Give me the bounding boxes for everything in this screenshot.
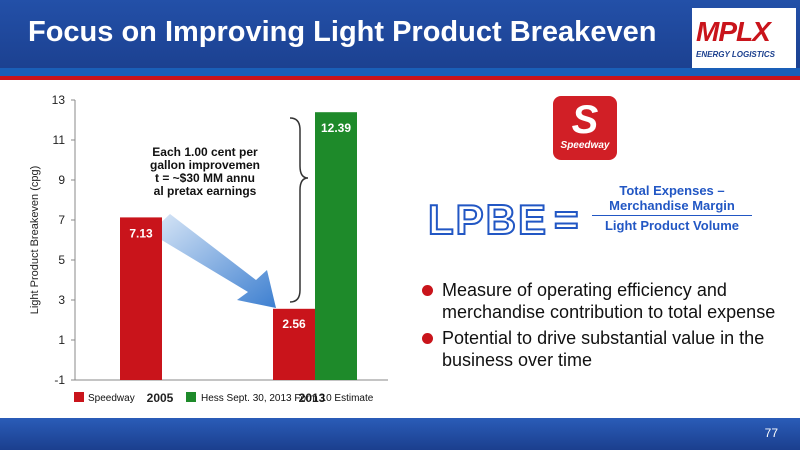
logo-subtext: ENERGY LOGISTICS (696, 50, 775, 59)
header-red-line (0, 76, 800, 80)
bullet-item: Measure of operating efficiency and merc… (422, 279, 782, 323)
y-tick-label: 13 (52, 93, 66, 107)
x-tick-label: 2013 (299, 391, 326, 405)
bar-speedway-2013 (273, 308, 315, 380)
formula-fraction: Total Expenses – Merchandise Margin Ligh… (592, 183, 752, 233)
formula-equals: = (553, 195, 579, 244)
footer-bar: 77 (0, 418, 800, 450)
brace-icon (289, 117, 309, 303)
y-tick-label: 9 (58, 173, 65, 187)
y-axis-label: Light Product Breakeven (cpg) (29, 166, 41, 315)
slide-title: Focus on Improving Light Product Breakev… (28, 16, 657, 48)
data-label: 7.13 (129, 226, 153, 240)
y-tick-label: 1 (58, 333, 65, 347)
logo-text: MPLX (696, 16, 771, 47)
bullet-list: Measure of operating efficiency and merc… (422, 279, 782, 375)
x-tick-label: 2005 (147, 391, 174, 405)
bullet-item: Potential to drive substantial value in … (422, 327, 782, 371)
data-label: 2.56 (282, 317, 306, 331)
bar-speedway-2005 (120, 217, 162, 380)
formula-denominator: Light Product Volume (604, 218, 740, 233)
speedway-logo-letter: S (571, 98, 599, 142)
data-label: 12.39 (321, 121, 351, 135)
speedway-logo: S Speedway (553, 96, 617, 160)
header-bar: Focus on Improving Light Product Breakev… (0, 0, 800, 76)
legend-swatch-speedway (74, 392, 84, 402)
y-tick-label: 11 (53, 133, 66, 147)
legend-label-speedway: Speedway (88, 393, 135, 404)
y-tick-label: -1 (54, 373, 65, 387)
bullet-text: Measure of operating efficiency and merc… (442, 280, 776, 322)
header-stripe (0, 68, 800, 76)
bullet-dot-icon (422, 333, 433, 344)
y-tick-label: 7 (58, 213, 65, 227)
speedway-logo-wordmark: Speedway (560, 140, 610, 151)
page-number: 77 (764, 426, 778, 440)
y-tick-label: 5 (58, 253, 65, 267)
mplx-logo: MPLX ENERGY LOGISTICS (692, 8, 796, 68)
bullet-text: Potential to drive substantial value in … (442, 328, 765, 370)
annotation-text: Each 1.00 cent per gallon improvemen t = ~… (150, 145, 260, 198)
legend-swatch-hess (186, 392, 196, 402)
bar-hess-2013 (315, 112, 357, 380)
y-tick-label: 3 (58, 293, 65, 307)
trend-arrow-icon (150, 214, 276, 308)
legend-label-hess: Hess Sept. 30, 2013 Form 10 Estimate (201, 393, 374, 404)
bullet-dot-icon (422, 285, 433, 296)
formula-numerator: Total Expenses – Merchandise Margin (592, 183, 752, 216)
formula-lhs: LPBE (427, 195, 549, 244)
